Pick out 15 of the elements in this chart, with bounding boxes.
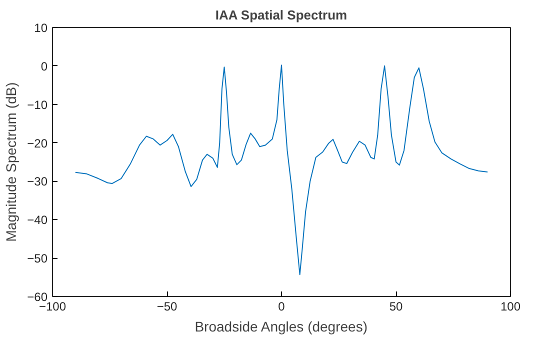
line-series <box>74 64 488 276</box>
x-tick-label: 50 <box>389 300 403 314</box>
y-tick-label: −20 <box>27 136 48 150</box>
y-axis-title: Magnitude Spectrum (dB) <box>3 82 20 242</box>
y-tick-label: −40 <box>27 213 48 228</box>
chart-title: IAA Spatial Spectrum <box>215 8 348 22</box>
y-tick-label: 0 <box>40 59 48 74</box>
y-tick-label: 10 <box>34 21 48 35</box>
x-tick-label: 100 <box>500 300 521 314</box>
y-tick-label: −50 <box>27 252 48 266</box>
x-axis-title: Broadside Angles (degrees) <box>194 318 368 334</box>
y-tick-label: −30 <box>27 174 48 189</box>
y-tick-label: −10 <box>27 98 48 112</box>
x-tick-label: −50 <box>156 300 178 314</box>
x-tick-label: 0 <box>278 300 286 314</box>
